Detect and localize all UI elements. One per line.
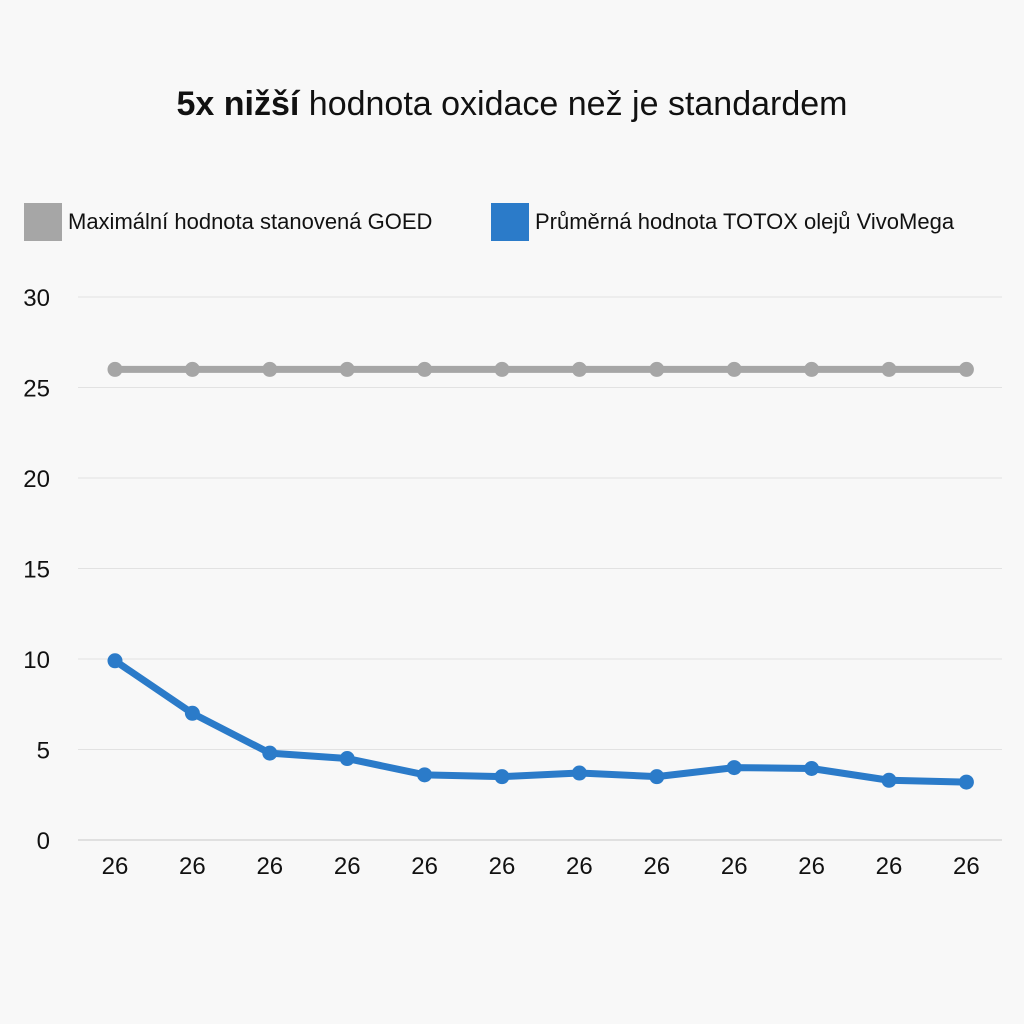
x-tick-label: 26 [798, 853, 825, 880]
x-tick-label: 26 [643, 853, 670, 880]
legend-item-goed: Maximální hodnota stanovená GOED [24, 202, 432, 242]
data-point-series-1 [571, 361, 587, 377]
data-point-series-2 [184, 705, 200, 721]
data-point-series-1 [881, 361, 897, 377]
data-point-series-1 [184, 361, 200, 377]
data-point-series-2 [881, 772, 897, 788]
chart-title-rest: hodnota oxidace než je standardem [299, 85, 848, 123]
data-point-series-1 [804, 361, 820, 377]
x-tick-label: 26 [102, 853, 129, 880]
y-tick-label: 30 [23, 285, 50, 312]
data-point-series-1 [958, 361, 974, 377]
data-point-series-1 [494, 361, 510, 377]
y-tick-label: 20 [23, 466, 50, 493]
chart-title: 5x nižší hodnota oxidace než je standard… [0, 82, 1024, 126]
x-tick-label: 26 [179, 853, 206, 880]
series-line-2 [111, 657, 970, 786]
data-point-series-2 [107, 653, 123, 669]
x-tick-label: 26 [489, 853, 516, 880]
chart-title-bold: 5x nižší [176, 85, 300, 123]
y-tick-label: 15 [23, 557, 50, 584]
x-tick-label: 26 [721, 853, 748, 880]
data-point-series-2 [649, 769, 665, 785]
x-tick-label: 26 [953, 853, 980, 880]
data-point-series-2 [417, 767, 433, 783]
x-tick-label: 26 [876, 853, 903, 880]
legend-item-vivomega: Průměrná hodnota TOTOX olejů VivoMega [491, 202, 954, 242]
x-tick-label: 26 [566, 853, 593, 880]
y-tick-label: 0 [37, 828, 50, 855]
data-point-series-2 [726, 760, 742, 776]
data-point-series-2 [958, 774, 974, 790]
x-tick-label: 26 [256, 853, 283, 880]
x-tick-label: 26 [334, 853, 361, 880]
legend-swatch-vivomega [491, 203, 529, 241]
data-point-series-2 [804, 761, 820, 777]
legend-label-goed: Maximální hodnota stanovená GOED [68, 209, 433, 234]
data-point-series-1 [649, 361, 665, 377]
data-point-series-2 [262, 745, 278, 761]
data-point-series-2 [571, 765, 587, 781]
data-point-series-1 [262, 361, 278, 377]
y-tick-label: 25 [23, 376, 50, 403]
y-tick-label: 10 [23, 647, 50, 674]
data-point-series-1 [726, 361, 742, 377]
data-point-series-1 [339, 361, 355, 377]
legend-swatch-goed [24, 203, 62, 241]
y-tick-label: 5 [37, 738, 50, 765]
data-point-series-2 [494, 769, 510, 785]
data-point-series-1 [417, 361, 433, 377]
x-tick-label: 26 [411, 853, 438, 880]
legend-label-vivomega: Průměrná hodnota TOTOX olejů VivoMega [535, 209, 955, 234]
data-point-series-2 [339, 751, 355, 767]
data-point-series-1 [107, 361, 123, 377]
